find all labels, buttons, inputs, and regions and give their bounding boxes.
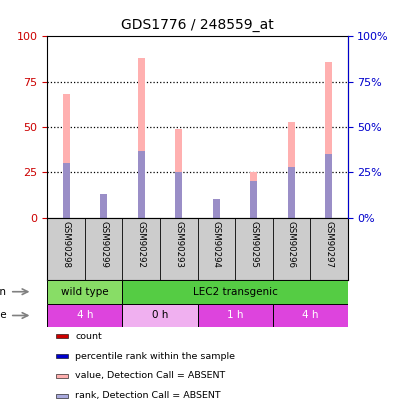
Bar xyxy=(325,62,332,217)
Text: GSM90299: GSM90299 xyxy=(99,221,108,268)
Bar xyxy=(122,280,348,304)
Text: 4 h: 4 h xyxy=(302,311,318,320)
Text: GSM90297: GSM90297 xyxy=(324,221,333,268)
Bar xyxy=(122,304,198,327)
Text: GSM90293: GSM90293 xyxy=(174,221,183,268)
Text: count: count xyxy=(75,332,102,341)
Bar xyxy=(138,58,145,217)
Bar xyxy=(175,129,182,217)
Bar xyxy=(250,181,257,217)
Text: wild type: wild type xyxy=(61,287,109,297)
Text: strain: strain xyxy=(0,287,7,297)
Text: GSM90294: GSM90294 xyxy=(212,221,221,268)
Text: GSM90298: GSM90298 xyxy=(62,221,71,268)
Bar xyxy=(325,154,332,217)
Bar xyxy=(100,194,107,217)
Text: rank, Detection Call = ABSENT: rank, Detection Call = ABSENT xyxy=(75,391,221,400)
Bar xyxy=(56,354,68,358)
Bar xyxy=(47,280,122,304)
Bar xyxy=(56,374,68,378)
Bar xyxy=(273,304,348,327)
Text: LEC2 transgenic: LEC2 transgenic xyxy=(193,287,277,297)
Bar xyxy=(56,394,68,398)
Bar xyxy=(63,94,70,217)
Bar xyxy=(47,304,122,327)
Bar xyxy=(198,304,273,327)
Text: GSM90292: GSM90292 xyxy=(137,221,146,268)
Bar xyxy=(138,151,145,217)
Bar xyxy=(63,163,70,217)
Bar xyxy=(175,172,182,217)
Text: 1 h: 1 h xyxy=(227,311,243,320)
Text: 4 h: 4 h xyxy=(77,311,93,320)
Text: time: time xyxy=(0,311,7,320)
Text: GDS1776 / 248559_at: GDS1776 / 248559_at xyxy=(121,18,274,32)
Text: GSM90296: GSM90296 xyxy=(287,221,296,268)
Text: 0 h: 0 h xyxy=(152,311,168,320)
Bar xyxy=(288,167,295,217)
Bar xyxy=(288,122,295,217)
Text: value, Detection Call = ABSENT: value, Detection Call = ABSENT xyxy=(75,371,226,380)
Bar xyxy=(100,194,107,217)
Bar xyxy=(213,199,220,217)
Text: GSM90295: GSM90295 xyxy=(249,221,258,268)
Bar xyxy=(250,172,257,217)
Text: percentile rank within the sample: percentile rank within the sample xyxy=(75,352,235,360)
Bar xyxy=(213,199,220,217)
Bar xyxy=(56,334,68,338)
